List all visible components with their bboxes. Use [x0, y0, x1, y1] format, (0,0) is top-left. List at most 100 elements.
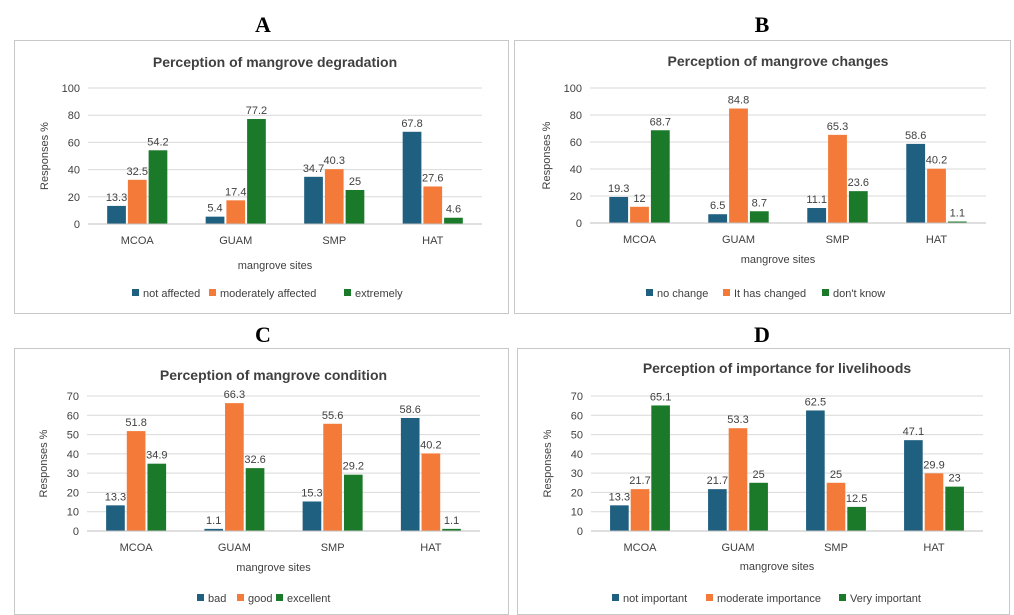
bar [749, 482, 768, 531]
legend-swatch [706, 594, 713, 601]
data-label: 29.9 [923, 459, 944, 471]
legend-swatch [646, 289, 653, 296]
data-label: 40.3 [324, 155, 345, 167]
y-tick-label: 20 [571, 487, 583, 499]
data-label: 55.6 [322, 410, 343, 422]
x-axis-label: mangrove sites [238, 260, 313, 272]
bar [444, 217, 463, 224]
y-tick-label: 40 [570, 164, 582, 176]
chart-title: Perception of mangrove changes [668, 53, 889, 69]
bar [204, 528, 224, 531]
data-label: 5.4 [207, 203, 222, 215]
legend-label: extremely [355, 288, 403, 300]
x-tick-label: GUAM [722, 542, 755, 554]
bar [828, 134, 847, 223]
data-label: 84.8 [728, 95, 749, 107]
y-tick-label: 10 [571, 507, 583, 519]
data-label: 1.1 [206, 515, 221, 527]
bar [847, 506, 866, 531]
data-label: 34.9 [146, 450, 167, 462]
bar [609, 196, 629, 223]
legend-swatch [822, 289, 829, 296]
x-tick-label: HAT [422, 235, 443, 247]
bar [806, 410, 825, 531]
bar [651, 405, 670, 531]
x-tick-label: SMP [826, 234, 850, 246]
bar [323, 423, 342, 531]
bar [324, 169, 344, 224]
data-label: 17.4 [225, 186, 246, 198]
data-label: 32.6 [244, 454, 265, 466]
data-label: 12 [633, 193, 645, 205]
legend-swatch [197, 594, 204, 601]
data-label: 13.3 [105, 491, 126, 503]
data-label: 4.6 [446, 204, 461, 216]
legend-label: good [248, 593, 272, 605]
data-label: 8.7 [752, 197, 767, 209]
data-label: 12.5 [846, 493, 867, 505]
y-tick-label: 0 [576, 218, 582, 230]
data-label: 58.6 [905, 130, 926, 142]
bar [302, 501, 322, 531]
y-tick-label: 50 [67, 430, 79, 442]
chart-title: Perception of importance for livelihoods [643, 360, 912, 376]
y-tick-label: 0 [73, 526, 79, 538]
data-label: 58.6 [399, 404, 420, 416]
x-tick-label: GUAM [219, 235, 252, 247]
x-axis-label: mangrove sites [740, 561, 815, 573]
legend-label: It has changed [734, 288, 806, 300]
bar [225, 403, 244, 531]
bar [826, 482, 846, 531]
x-tick-label: HAT [420, 542, 441, 554]
bar [749, 211, 769, 223]
x-axis-label: mangrove sites [741, 254, 816, 266]
data-label: 23 [948, 473, 960, 485]
x-tick-label: MCOA [624, 542, 658, 554]
data-label: 1.1 [444, 515, 459, 527]
y-tick-label: 70 [67, 391, 79, 403]
chart-degradation: Perception of mangrove degradation 0 20 40 6… [14, 40, 509, 314]
bar [304, 176, 323, 224]
bar [127, 179, 147, 224]
legend-label: not important [623, 593, 687, 605]
y-tick-label: 80 [68, 110, 80, 122]
data-label: 29.2 [343, 461, 364, 473]
legend-swatch [237, 594, 244, 601]
panel-letter-c: C [255, 322, 271, 347]
legend-swatch [209, 289, 216, 296]
x-tick-label: GUAM [218, 542, 251, 554]
bar [708, 214, 728, 223]
legend-label: Very important [850, 593, 921, 605]
data-label: 65.3 [827, 121, 848, 133]
data-label: 53.3 [727, 414, 748, 426]
legend-swatch [839, 594, 846, 601]
bar [106, 505, 125, 531]
y-tick-label: 60 [570, 137, 582, 149]
bar [423, 186, 443, 224]
legend-label: moderate importance [717, 593, 821, 605]
bar [245, 468, 265, 531]
legend-swatch [132, 289, 139, 296]
y-tick-label: 60 [571, 410, 583, 422]
data-label: 13.3 [106, 192, 127, 204]
y-tick-label: 40 [571, 449, 583, 461]
bar [728, 428, 748, 531]
bar [343, 474, 363, 531]
x-axis-label: mangrove sites [236, 562, 311, 574]
legend-swatch [344, 289, 351, 296]
bar [107, 205, 126, 224]
data-label: 40.2 [420, 439, 441, 451]
data-label: 77.2 [246, 105, 267, 117]
chart-livelihoods: Perception of importance for livelihoods… [517, 348, 1010, 615]
data-label: 68.7 [650, 116, 671, 128]
legend-swatch [723, 289, 730, 296]
y-axis-label: Responses % [542, 429, 554, 497]
bar [126, 431, 146, 531]
bar [247, 119, 266, 224]
bar [205, 216, 225, 224]
data-label: 32.5 [127, 166, 148, 178]
y-tick-label: 40 [67, 449, 79, 461]
legend-swatch [612, 594, 619, 601]
y-tick-label: 60 [68, 137, 80, 149]
bar [630, 206, 649, 223]
